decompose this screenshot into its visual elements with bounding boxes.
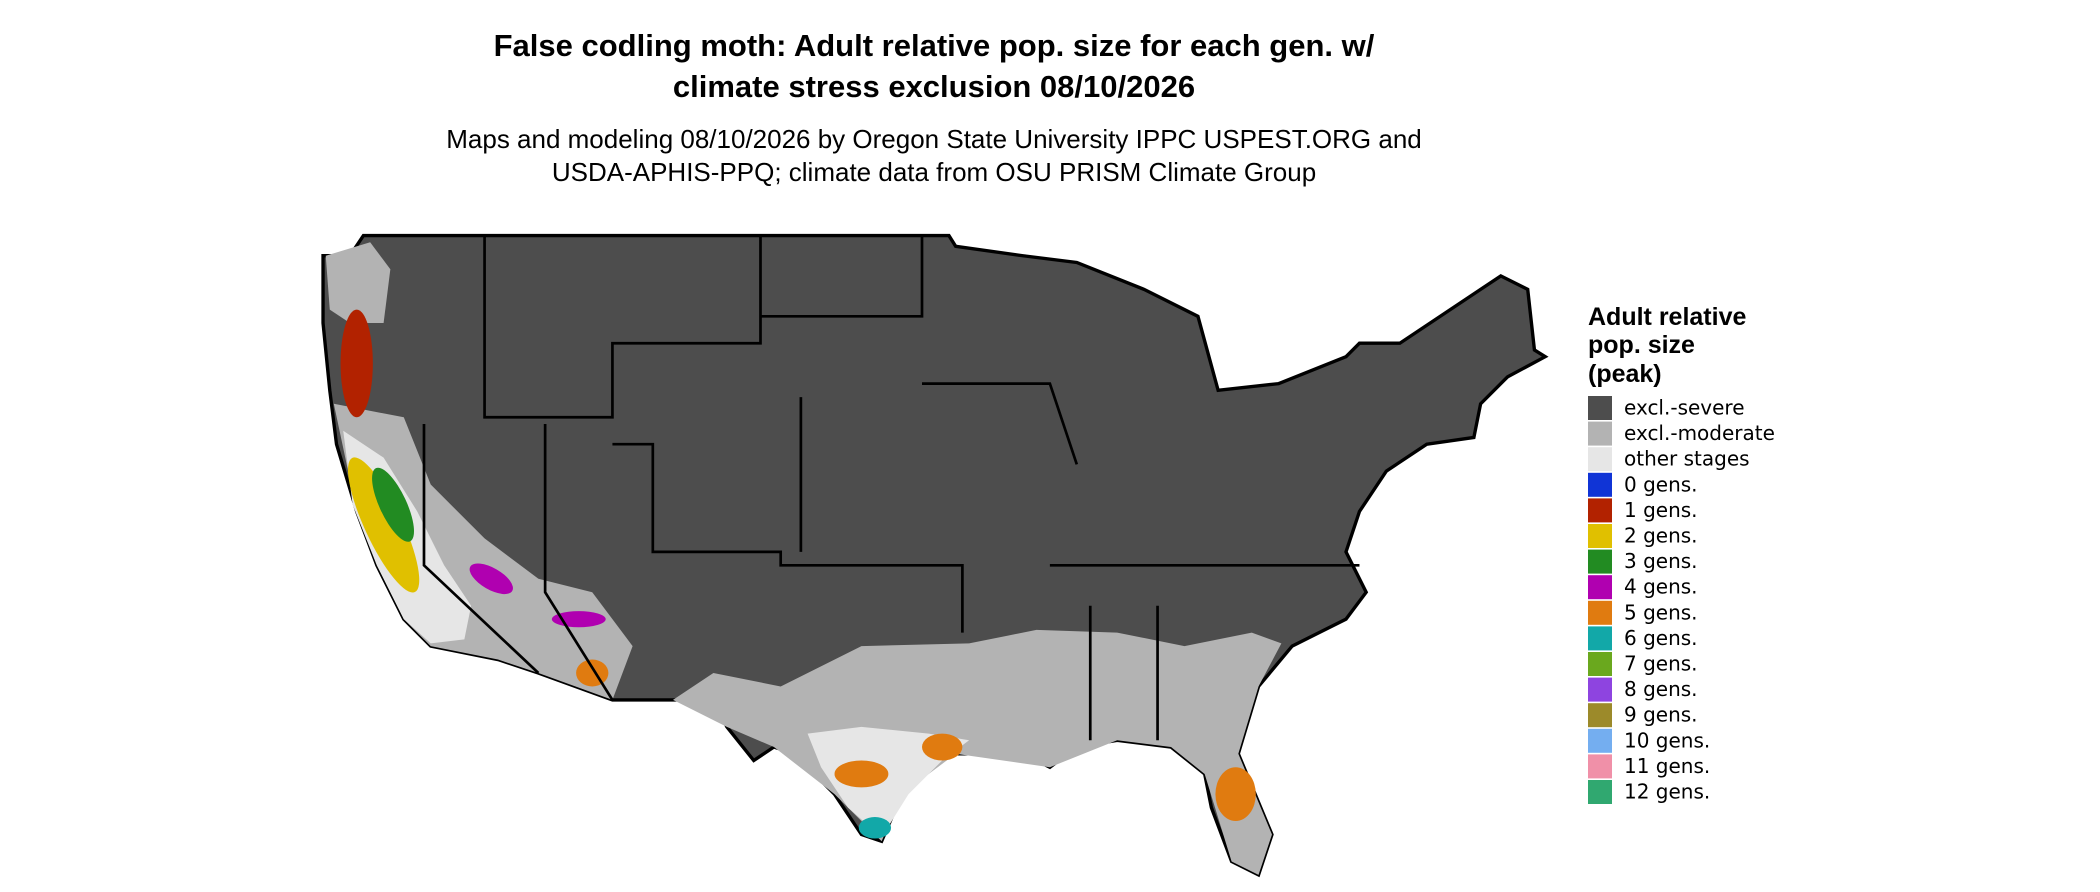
gen-patch	[347, 457, 420, 593]
moderate-region	[333, 403, 633, 700]
gen-patch	[1215, 767, 1256, 822]
legend-swatch	[1588, 549, 1612, 574]
legend-title: (peak)	[1588, 360, 1662, 388]
legend-swatch	[1588, 447, 1612, 472]
legend-swatch	[1588, 652, 1612, 676]
legend-title: Adult relative	[1588, 303, 1746, 331]
gen-patch	[372, 467, 415, 542]
legend-label: excl.-severe	[1624, 396, 1745, 420]
legend-label: 0 gens.	[1624, 472, 1698, 496]
subtitle-line: USDA-APHIS-PPQ; climate data from OSU PR…	[552, 157, 1316, 187]
gen-patch	[834, 760, 889, 788]
legend-swatch	[1588, 626, 1612, 651]
legend-swatch	[1588, 472, 1612, 497]
legend-label: 6 gens.	[1624, 626, 1698, 650]
legend-swatch	[1588, 780, 1612, 804]
legend-swatch	[1588, 754, 1612, 779]
title-line: climate stress exclusion 08/10/2026	[673, 69, 1195, 104]
legend-label: other stages	[1624, 447, 1750, 471]
legend-label: 12 gens.	[1624, 780, 1710, 804]
legend-label: 4 gens.	[1624, 575, 1698, 599]
legend-label: 8 gens.	[1624, 677, 1698, 701]
legend-label: 9 gens.	[1624, 703, 1698, 727]
legend-label: 5 gens.	[1624, 600, 1698, 624]
legend-label: 1 gens.	[1624, 498, 1698, 522]
state-borders	[422, 235, 1360, 741]
legend-swatch	[1588, 728, 1612, 753]
legend-label: 10 gens.	[1624, 728, 1710, 752]
legend-label: 2 gens.	[1624, 524, 1698, 548]
moderate-region	[673, 629, 1282, 875]
legend-label: 7 gens.	[1624, 652, 1698, 676]
gen-patch	[576, 659, 609, 687]
legend-swatch	[1588, 703, 1612, 728]
legend-label: 3 gens.	[1624, 549, 1698, 573]
gen-patch	[858, 817, 892, 839]
legend-swatch	[1588, 498, 1612, 523]
legend-swatch	[1588, 421, 1612, 446]
legend: Adult relative pop. size (peak) excl.-se…	[1588, 303, 1775, 804]
legend-title: pop. size	[1588, 331, 1695, 359]
us-map	[321, 233, 1549, 878]
legend-swatch	[1588, 600, 1612, 625]
gen-patch	[340, 309, 373, 418]
legend-swatch	[1588, 396, 1612, 420]
legend-swatch	[1588, 524, 1612, 548]
legend-swatch	[1588, 677, 1612, 702]
legend-label: excl.-moderate	[1624, 421, 1775, 445]
moderate-region	[325, 242, 391, 324]
gen-patch	[469, 563, 513, 595]
legend-label: 11 gens.	[1624, 754, 1710, 778]
gen-patch	[922, 733, 963, 761]
legend-swatch	[1588, 575, 1612, 600]
subtitle-line: Maps and modeling 08/10/2026 by Oregon S…	[446, 124, 1422, 154]
title-line: False codling moth: Adult relative pop. …	[494, 28, 1375, 63]
